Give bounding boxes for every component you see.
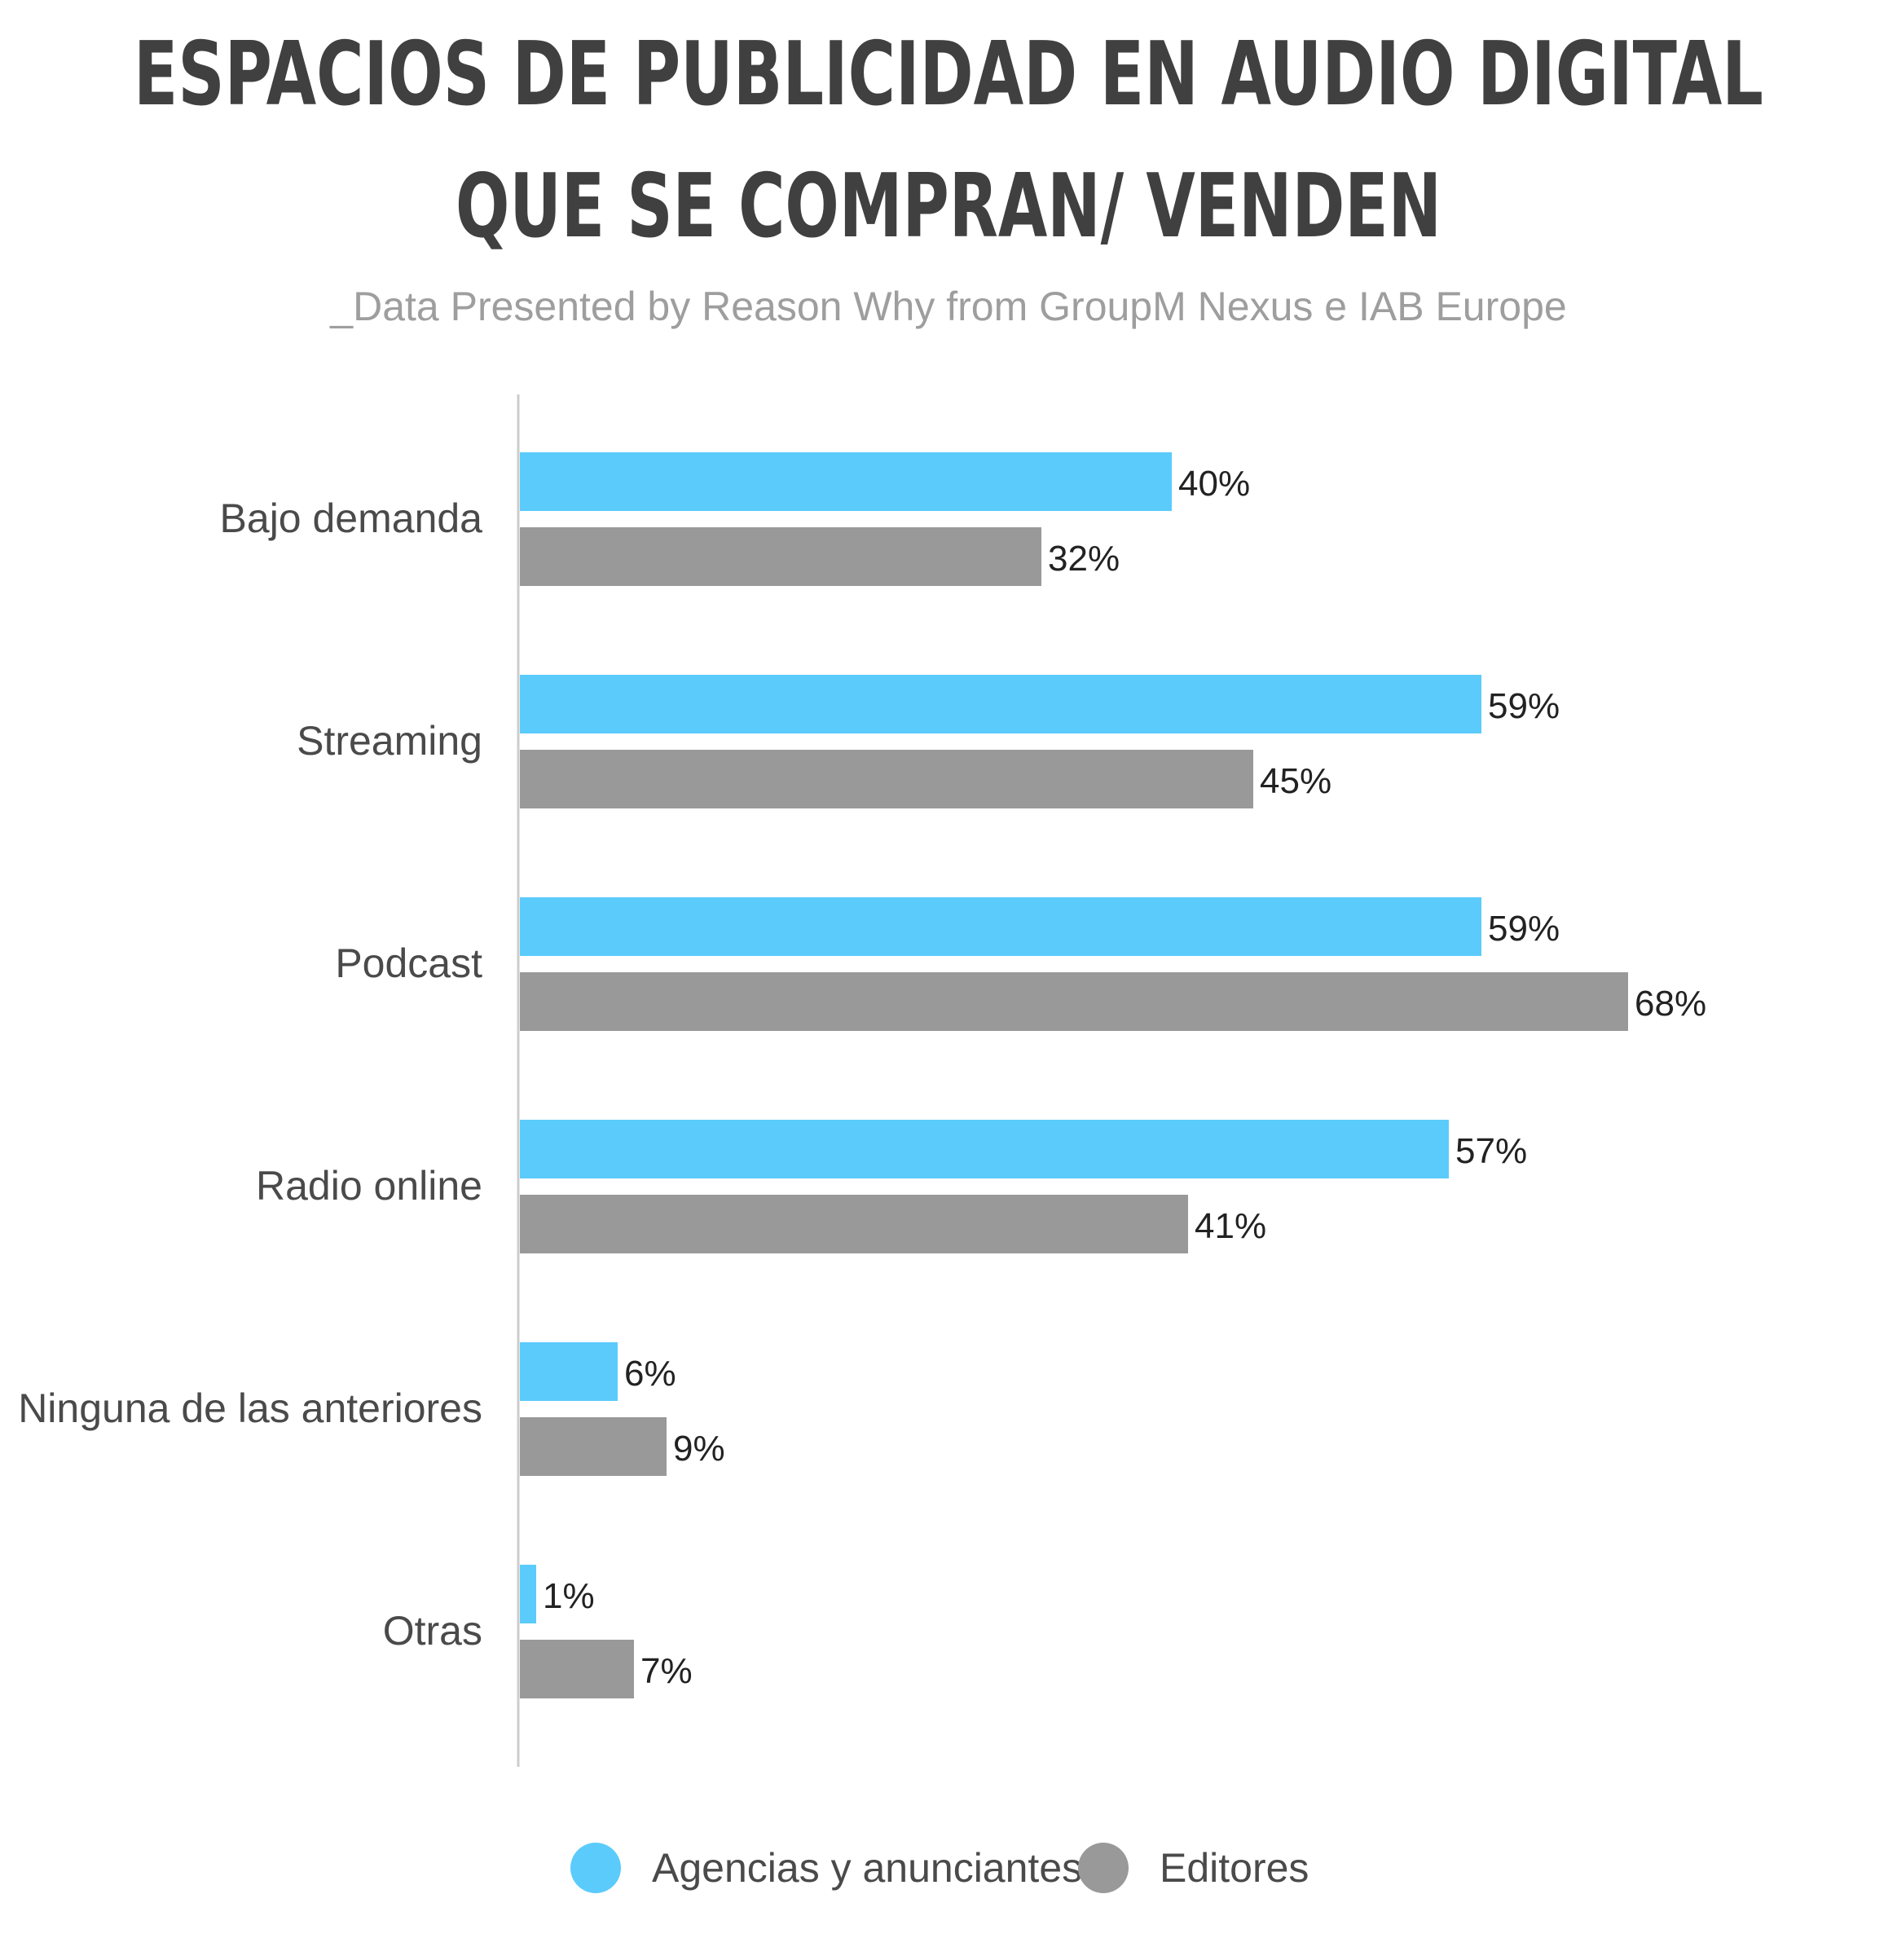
category-label: Bajo demanda <box>220 496 483 541</box>
chart-title-line-2: QUE SE COMPRAN/ VENDEN <box>456 156 1441 258</box>
data-label: 45% <box>1260 761 1331 801</box>
bar-agencias <box>520 1565 536 1623</box>
value-labels: 40% 32% 59% 45% 59% 68% 57% 41% 6% 9% 1% 7% <box>543 464 1706 1691</box>
chart-title: ESPACIOS DE PUBLICIDAD EN AUDIO DIGITAL Q… <box>134 24 1763 258</box>
data-label: 59% <box>1488 909 1560 949</box>
bar-editores <box>520 1417 667 1476</box>
bar-agencias <box>520 897 1481 956</box>
legend-label: Editores <box>1160 1845 1309 1891</box>
bars <box>520 452 1628 1698</box>
data-label: 40% <box>1178 464 1250 504</box>
data-label: 7% <box>640 1651 693 1691</box>
data-label: 1% <box>543 1576 595 1616</box>
category-label: Ninguna de las anteriores <box>18 1385 482 1431</box>
bar-agencias <box>520 1120 1449 1178</box>
legend-label: Agencias y anunciantes <box>652 1845 1082 1891</box>
bar-editores <box>520 1640 634 1698</box>
bar-editores <box>520 972 1628 1031</box>
data-label: 6% <box>624 1354 676 1394</box>
chart-subtitle: _Data Presented by Reason Why from Group… <box>329 284 1566 329</box>
category-labels: Bajo demanda Streaming Podcast Radio online… <box>18 496 482 1654</box>
bar-agencias <box>520 452 1172 511</box>
data-label: 9% <box>673 1429 725 1469</box>
category-label: Streaming <box>297 718 482 764</box>
legend-swatch-editores <box>1078 1843 1129 1893</box>
data-label: 57% <box>1455 1131 1527 1171</box>
bar-editores <box>520 527 1041 586</box>
data-label: 32% <box>1048 539 1120 579</box>
bar-editores <box>520 750 1253 808</box>
category-label: Otras <box>383 1608 482 1654</box>
chart-title-line-1: ESPACIOS DE PUBLICIDAD EN AUDIO DIGITAL <box>134 24 1763 126</box>
data-label: 68% <box>1635 984 1706 1024</box>
data-label: 41% <box>1195 1206 1266 1246</box>
legend: Agencias y anunciantes Editores <box>570 1843 1309 1893</box>
bar-editores <box>520 1195 1188 1253</box>
category-label: Radio online <box>256 1163 482 1209</box>
category-label: Podcast <box>335 940 482 986</box>
legend-swatch-agencias <box>570 1843 621 1893</box>
bar-agencias <box>520 675 1481 733</box>
bar-agencias <box>520 1342 618 1401</box>
data-label: 59% <box>1488 686 1560 726</box>
